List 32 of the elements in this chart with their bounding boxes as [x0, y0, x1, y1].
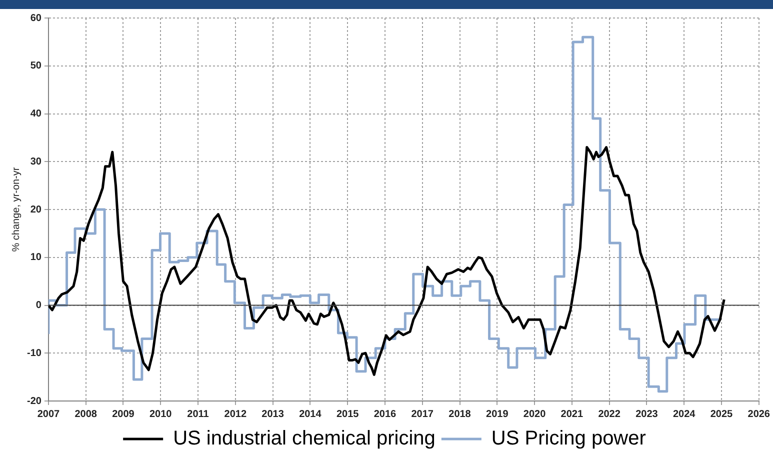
legend-label: US industrial chemical pricing	[173, 428, 436, 450]
x-tick-label: 2015	[336, 408, 360, 420]
y-axis-title: % change, yr-on-yr	[10, 166, 22, 252]
x-tick-label: 2009	[112, 408, 135, 420]
x-tick-label: 2023	[636, 408, 658, 420]
y-tick-label: -20	[27, 396, 42, 407]
y-tick-label: 30	[30, 156, 42, 168]
x-tick-label: 2010	[150, 408, 172, 420]
x-tick-label: 2026	[748, 408, 770, 420]
y-tick-label: -10	[27, 348, 42, 359]
x-tick-label: 2007	[37, 408, 60, 420]
y-tick-label: 40	[30, 108, 42, 120]
x-tick-label: 2008	[74, 408, 98, 420]
x-tick-label: 2011	[187, 408, 210, 420]
x-tick-label: 2014	[299, 408, 322, 420]
x-tick-label: 2017	[411, 408, 434, 420]
y-tick-label: 20	[30, 204, 42, 216]
x-tick-label: 2012	[224, 408, 247, 420]
x-tick-label: 2018	[448, 408, 472, 420]
legend-label: US Pricing power	[491, 428, 646, 450]
x-tick-label: 2021	[560, 408, 584, 420]
x-tick-label: 2022	[598, 408, 621, 420]
x-tick-label: 2016	[374, 408, 397, 420]
y-tick-label: 10	[30, 252, 42, 264]
x-tick-label: 2025	[710, 408, 734, 420]
x-tick-label: 2013	[262, 408, 284, 420]
y-tick-label: 50	[30, 60, 42, 72]
y-tick-label: 0	[36, 300, 42, 311]
y-tick-label: 60	[30, 12, 42, 24]
x-tick-label: 2019	[486, 408, 509, 420]
x-tick-label: 2020	[523, 408, 546, 420]
x-tick-label: 2024	[672, 408, 696, 420]
